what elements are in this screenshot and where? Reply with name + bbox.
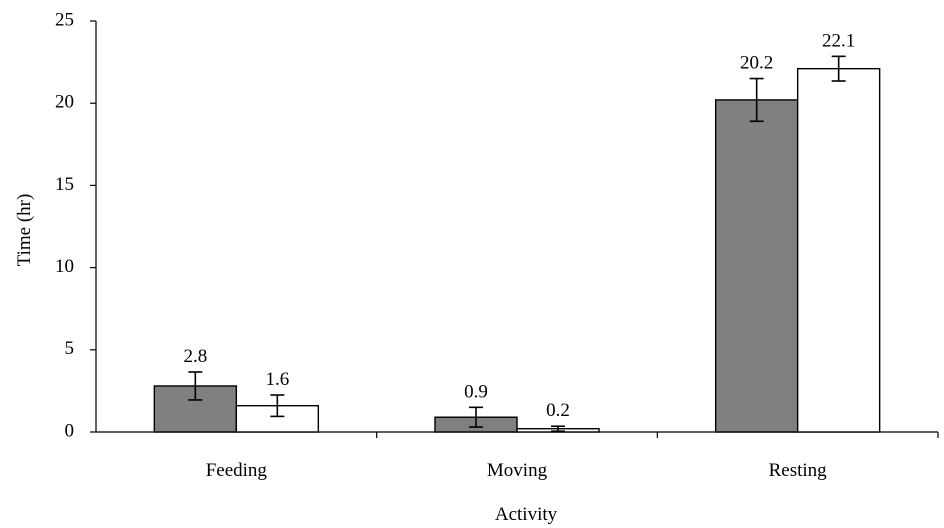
y-tick-label: 10: [55, 256, 74, 277]
data-label: 2.8: [183, 346, 207, 367]
data-label: 0.9: [464, 381, 488, 402]
y-tick-label: 0: [65, 420, 75, 441]
bar-resting-s1: [714, 99, 799, 433]
y-axis-title: Time (hr): [14, 194, 35, 267]
x-tick-label: Moving: [487, 460, 548, 481]
plot-area: 0 5 10 15 20 25 Feeding 2.8 1.6 Moving 0.9 0.2 Resti…: [55, 9, 939, 481]
x-tick-label: Feeding: [206, 460, 268, 481]
x-tick-label: Resting: [769, 460, 828, 481]
bar-resting-s2: [796, 67, 881, 433]
data-label: 0.2: [546, 400, 570, 421]
data-label: 20.2: [740, 53, 773, 74]
y-tick-label: 15: [55, 174, 74, 195]
y-tick-label: 5: [65, 338, 75, 359]
y-tick-label: 25: [55, 9, 74, 30]
data-label: 1.6: [265, 369, 289, 390]
data-label: 22.1: [822, 30, 855, 51]
y-tick-label: 20: [55, 92, 74, 113]
x-axis-title: Activity: [495, 504, 558, 525]
